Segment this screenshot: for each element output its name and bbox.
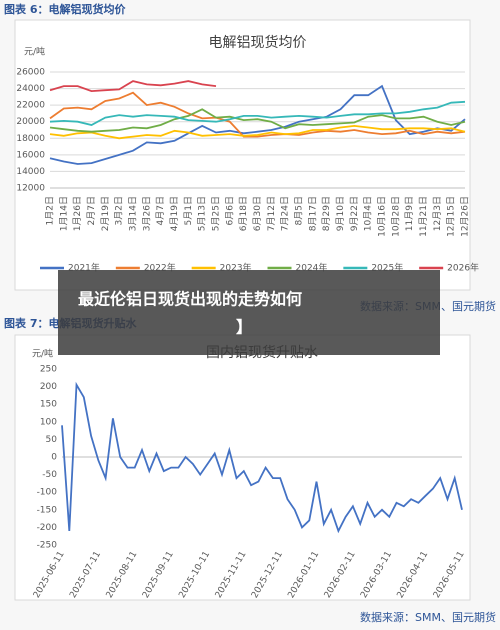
y-tick-label: -50 xyxy=(42,470,57,480)
x-tick-label: 10月4日 xyxy=(363,196,374,231)
y-tick-label: 16000 xyxy=(16,150,45,160)
data-line xyxy=(49,108,466,133)
x-tick-label: 5月13日 xyxy=(197,196,208,231)
overlay-text: 最近伦铝日现货出现的走势如何 xyxy=(78,290,302,309)
y-tick-label: 22000 xyxy=(16,101,45,111)
x-tick-label: 7月12日 xyxy=(266,196,277,231)
x-tick-label: 8月29日 xyxy=(321,196,332,231)
y-tick-label: 150 xyxy=(40,400,57,410)
x-tick-label: 9月22日 xyxy=(349,196,360,231)
x-tick-label: 11月21日 xyxy=(418,196,429,237)
x-tick-label: 1月2日 xyxy=(45,196,56,225)
x-tick-label: 12月26日 xyxy=(460,196,471,237)
data-line xyxy=(49,91,466,138)
data-line xyxy=(61,381,463,534)
x-tick-label: 2月7日 xyxy=(86,196,97,225)
data-line xyxy=(49,84,466,165)
y-tick-label: 50 xyxy=(46,435,58,445)
x-tick-label: 9月10日 xyxy=(335,196,346,231)
y-tick-label: 14000 xyxy=(16,167,45,177)
x-tick-label: 1月26日 xyxy=(72,196,83,231)
x-tick-label: 8月17日 xyxy=(307,196,318,231)
x-tick-label: 6月6日 xyxy=(224,196,235,225)
x-tick-label: 8月5日 xyxy=(294,196,305,225)
x-tick-label: 4月7日 xyxy=(155,196,166,225)
data-line xyxy=(49,80,217,93)
x-tick-label: 3月2日 xyxy=(114,196,125,225)
x-tick-label: 12月3日 xyxy=(432,196,443,231)
y-tick-label: 100 xyxy=(40,417,57,427)
y-tick-label: 26000 xyxy=(16,68,45,78)
y-tick-label: 20000 xyxy=(16,117,45,127)
y-tick-label: -150 xyxy=(37,505,58,515)
caption: 图表 6：电解铝现货均价 xyxy=(4,2,126,16)
y-axis-label: 元/吨 xyxy=(24,46,45,58)
x-tick-label: 6月18日 xyxy=(238,196,249,231)
data-line xyxy=(49,124,466,140)
y-tick-label: 0 xyxy=(51,453,57,463)
x-tick-label: 3月26日 xyxy=(141,196,152,231)
x-tick-label: 2月19日 xyxy=(100,196,111,231)
x-tick-label: 6月30日 xyxy=(252,196,263,231)
y-tick-label: 250 xyxy=(40,365,57,375)
x-tick-label: 10月28日 xyxy=(390,196,401,237)
chart-frame xyxy=(14,334,471,601)
y-tick-label: 24000 xyxy=(16,84,45,94)
overlay-text: 】 xyxy=(236,318,252,337)
x-tick-label: 10月16日 xyxy=(377,196,388,237)
chart-title: 电解铝现货均价 xyxy=(209,34,307,51)
legend-label: 2026年 xyxy=(447,262,479,274)
source: 数据来源：SMM、国元期货 xyxy=(360,610,496,624)
data-line xyxy=(49,100,466,126)
y-tick-label: -200 xyxy=(37,523,58,533)
x-tick-label: 5月25日 xyxy=(211,196,222,231)
y-tick-label: -100 xyxy=(37,488,58,498)
x-tick-label: 5月1日 xyxy=(183,196,194,225)
y-tick-label: -250 xyxy=(37,541,58,551)
x-tick-label: 1月14日 xyxy=(58,196,69,231)
x-tick-label: 3月14日 xyxy=(128,196,139,231)
overlay-box xyxy=(58,270,440,355)
x-tick-label: 12月15日 xyxy=(446,196,457,237)
y-axis-label: 元/吨 xyxy=(32,348,53,360)
x-tick-label: 4月19日 xyxy=(169,196,180,231)
x-tick-label: 11月9日 xyxy=(404,196,415,231)
y-tick-label: 18000 xyxy=(16,134,45,144)
y-tick-label: 12000 xyxy=(16,184,45,194)
x-tick-label: 7月24日 xyxy=(280,196,291,231)
y-tick-label: 200 xyxy=(40,382,57,392)
